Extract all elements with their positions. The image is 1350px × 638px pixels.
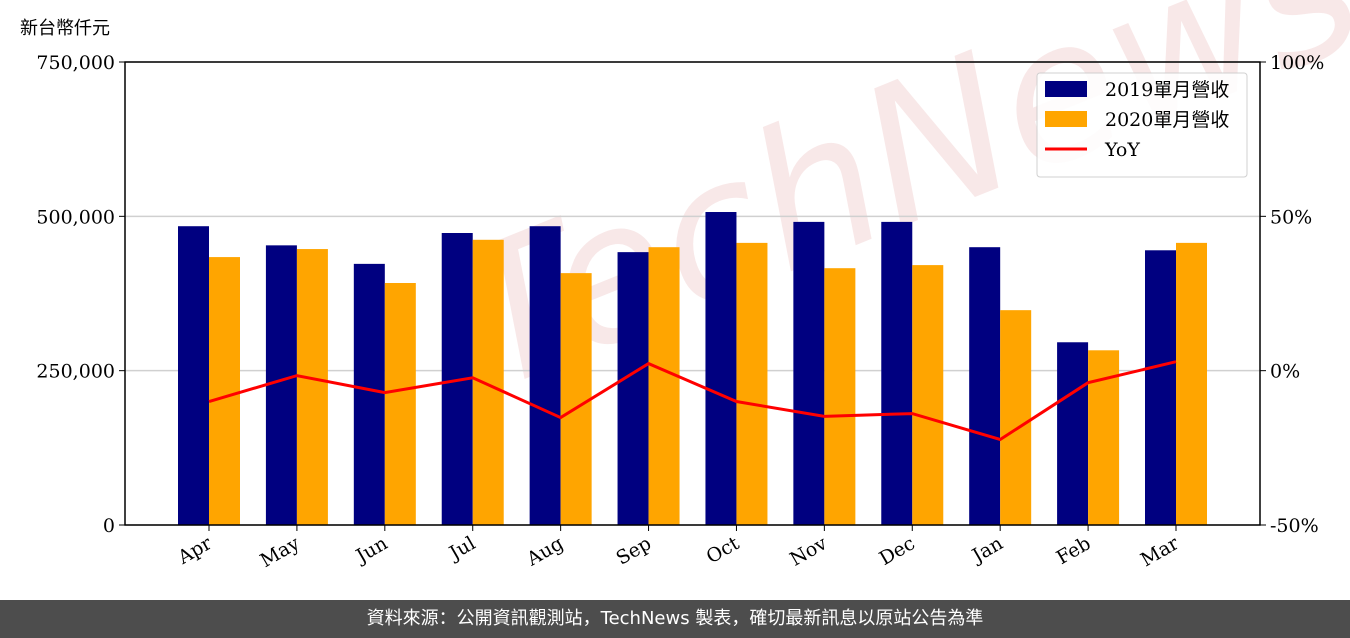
bar — [1000, 310, 1032, 525]
bar — [560, 273, 592, 525]
bar — [1145, 250, 1176, 525]
bar — [1176, 242, 1207, 525]
bar — [912, 265, 944, 525]
bar — [648, 247, 680, 525]
bar — [384, 283, 416, 525]
y2-tick-label: 50% — [1270, 206, 1312, 228]
plot-frame — [124, 61, 1261, 526]
x-tick-label: Feb — [1053, 532, 1095, 569]
bar — [472, 239, 504, 526]
unit-label: 新台幣仟元 — [20, 18, 110, 39]
x-tick-label: Dec — [876, 532, 919, 570]
y-tick-label: 500,000 — [36, 206, 115, 228]
legend-label: 2020單月營收 — [1105, 109, 1229, 131]
x-tick-label: Sep — [612, 532, 655, 569]
bar — [969, 247, 1001, 525]
bar — [178, 226, 209, 525]
bar — [296, 249, 328, 525]
x-tick-label: Apr — [173, 532, 216, 569]
y2-tick-label: 100% — [1270, 52, 1324, 74]
y-tick-label: 750,000 — [36, 52, 115, 74]
legend-box — [1036, 72, 1248, 178]
bar — [209, 257, 240, 525]
footer: 資料來源：公開資訊觀測站，TechNews 製表，確切最新訊息以原站公告為準 — [0, 600, 1350, 638]
bar — [881, 221, 913, 525]
x-tick-label: Nov — [786, 532, 831, 571]
bar — [736, 242, 768, 525]
x-tick-label: Aug — [522, 532, 567, 571]
y2-tick-label: 0% — [1270, 361, 1300, 383]
bar — [617, 252, 649, 525]
legend-label: 2019單月營收 — [1105, 79, 1229, 101]
x-tick-label: Jun — [351, 532, 392, 568]
y-tick-label: 250,000 — [36, 361, 115, 383]
y2-tick-label: -50% — [1270, 515, 1319, 537]
bar — [353, 263, 385, 525]
legend-swatch — [1045, 111, 1087, 127]
bar — [1057, 342, 1089, 525]
x-tick-label: Jan — [967, 532, 1007, 568]
legend-label: YoY — [1104, 139, 1140, 161]
bar — [265, 245, 297, 525]
x-tick-label: May — [256, 532, 303, 572]
x-tick-label: Oct — [703, 532, 744, 568]
x-tick-label: Mar — [1137, 532, 1183, 571]
chart: TechNews 新台幣仟元 0250,000500,000750,000-50… — [20, 0, 1350, 572]
y-tick-label: 0 — [103, 515, 115, 537]
x-tick-label: Jul — [444, 532, 479, 565]
legend-swatch — [1045, 81, 1087, 97]
yoy-line — [208, 360, 1177, 442]
bar — [793, 221, 825, 525]
bar — [529, 226, 561, 525]
bar — [824, 268, 856, 525]
bar — [705, 212, 737, 525]
